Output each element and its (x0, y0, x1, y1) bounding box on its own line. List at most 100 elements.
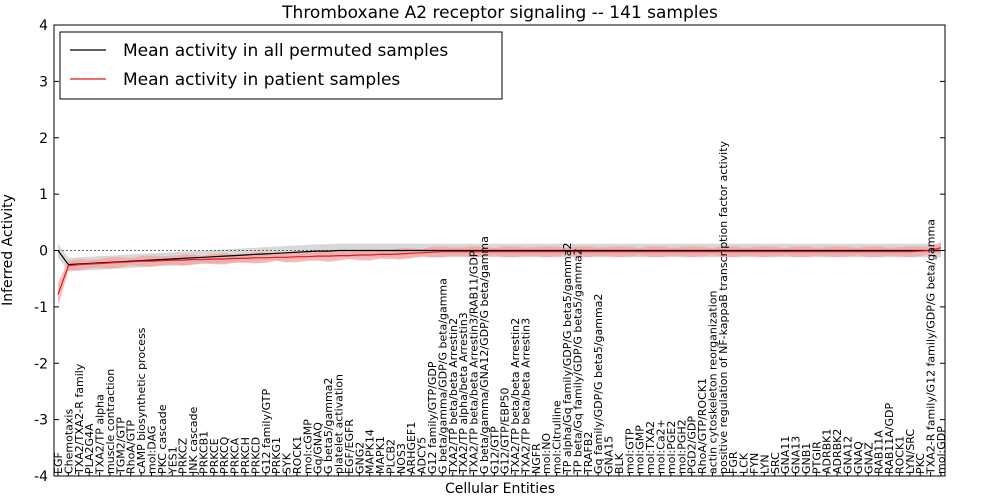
category-label: mol:DAG (146, 426, 159, 474)
band-patient (58, 242, 941, 306)
category-label: platelet activation (333, 374, 346, 474)
category-label: Chemotaxis (62, 409, 75, 474)
category-label: ROCK1 (291, 436, 304, 474)
category-label: FYN (748, 453, 761, 474)
legend-box (59, 31, 503, 100)
series-line-1 (57, 247, 942, 295)
category-label: G beta/gamma/GDP/G beta/gamma (436, 278, 449, 474)
y-tick-label: -4 (34, 469, 48, 485)
category-label: PLCB2 (384, 439, 397, 474)
category-label: GNAZ (862, 442, 875, 474)
category-label: ROCK1 (893, 436, 906, 474)
category-label: positive regulation of NF-kappaB transcr… (717, 140, 730, 474)
category-label: LCK (738, 452, 751, 474)
category-label: TRAFB2 (582, 432, 595, 475)
category-label: PKC (914, 453, 927, 474)
category-label: muscle contraction (104, 369, 117, 474)
category-label: PKC cascade (156, 404, 169, 474)
category-label: EGF/EGFR (343, 419, 356, 474)
category-label: MAPK1 (374, 436, 387, 474)
category-label: RAB11A (873, 430, 886, 474)
category-label: mol:GMP (634, 425, 647, 474)
category-label: mol:GDP (935, 426, 948, 474)
y-tick-label: 0 (39, 244, 48, 260)
category-label: mol:GTP (623, 428, 636, 474)
category-label: ADCY5 (416, 437, 429, 474)
series-line-0 (57, 249, 941, 266)
y-tick-label: 2 (39, 131, 48, 147)
y-tick-label: -2 (34, 356, 48, 372)
category-label: mol:Citrulline (551, 400, 564, 474)
category-label: mol:NO (540, 433, 553, 474)
category-label: TXA2/TP beta/beta Arrestin3/RAB11/GDP (468, 250, 481, 475)
category-label: GNG2 (353, 442, 366, 474)
category-label: TP alpha/Gq family/GDP/G beta5/gamma2 (561, 243, 574, 475)
category-label: TXA2/TP alpha/beta Arrestin3 (457, 312, 470, 475)
y-axis-ticks: 4 3 2 1 0 -1 -2 -3 -4 (34, 18, 945, 485)
y-tick-label: -3 (34, 413, 48, 429)
y-tick-label: -1 (34, 300, 48, 316)
category-label: G beta5/gamma2 (322, 378, 335, 474)
category-label: TXA2/TP beta/beta Arrestin3 (520, 318, 533, 475)
category-label: TGM2/GTP (114, 417, 127, 475)
category-label: PRKCD (249, 437, 262, 474)
category-label: TXA2-R family/G12 family/GDP/G beta/gamm… (925, 219, 938, 475)
category-label: mol:Ca2+ (655, 419, 668, 474)
category-label: RhoA/GTP/ROCK1 (696, 378, 709, 474)
x-axis-ticks (57, 472, 942, 476)
category-label: mol:TXA2 (644, 421, 657, 474)
category-label: Gq/GNAQ (312, 422, 325, 474)
category-label: NOS3 (395, 443, 408, 474)
category-label: mol:PGE2 (665, 421, 678, 474)
legend: Mean activity in all permuted samples Me… (59, 31, 503, 100)
category-label: PRKCQ (218, 436, 231, 474)
category-label: JNK cascade (187, 407, 200, 475)
category-label: TXA2/TP beta/beta Arrestin2 (509, 318, 522, 475)
category-label: TXA2/TXA2-R family (73, 363, 86, 475)
category-label: YES1 (166, 446, 179, 475)
category-label: SYK (281, 452, 294, 474)
category-label: PGD2/GDP (686, 416, 699, 474)
y-tick-label: 4 (39, 18, 48, 34)
chart-title: Thromboxane A2 receptor signaling -- 141… (281, 3, 718, 23)
category-label: PRKCH (239, 437, 252, 474)
category-label: mol:PGH2 (675, 419, 688, 474)
category-label: PRKCZ (177, 437, 190, 474)
category-label: EGF (52, 452, 65, 474)
category-label: MAPK14 (364, 429, 377, 474)
category-label: GNA15 (603, 436, 616, 474)
series-lines (57, 247, 942, 295)
category-label: GNA11 (779, 436, 792, 474)
category-label: BLK (613, 452, 626, 474)
category-label: G12 family/GTP (260, 388, 273, 474)
category-label: GNA12 (842, 436, 855, 474)
legend-label-permuted: Mean activity in all permuted samples (123, 41, 448, 61)
category-label: LYN/SRC (904, 429, 917, 474)
category-label: mol:cGMP (301, 419, 314, 474)
category-label: TP beta/Gq family/GDP/G beta5/gamma2 (571, 248, 584, 475)
category-label: ADRBK2 (831, 429, 844, 474)
category-label: PRKCA (229, 437, 242, 474)
y-axis-label: Inferred Activity (0, 194, 16, 306)
category-label: GNA13 (790, 436, 803, 474)
category-label: FGR (727, 451, 740, 474)
category-label: LYN (758, 454, 771, 474)
category-label: GNAQ (852, 441, 865, 474)
category-label: G beta/gamma/GNA12/GDP/G beta/gamma (478, 236, 491, 474)
category-label: NGFR (530, 443, 543, 474)
category-label: GNB1 (800, 443, 813, 474)
category-label: SRC (769, 452, 782, 474)
category-label: ADRBK1 (821, 429, 834, 474)
y-tick-label: 3 (39, 74, 48, 90)
category-label: RAB11A/GDP (883, 403, 896, 474)
legend-label-patient: Mean activity in patient samples (123, 70, 400, 90)
category-label: RhoA/GTP (125, 420, 138, 474)
x-axis-label: Cellular Entities (445, 481, 555, 497)
category-label: PRKCE (208, 438, 221, 474)
category-label: TXA2/TP alpha (94, 394, 107, 475)
category-label: G12/GTP/EBP50 (499, 387, 512, 474)
category-label: G12 family/GTP/GDP (426, 361, 439, 474)
category-label: PTGIR (810, 441, 823, 474)
category-label: PRKG1 (270, 437, 283, 474)
